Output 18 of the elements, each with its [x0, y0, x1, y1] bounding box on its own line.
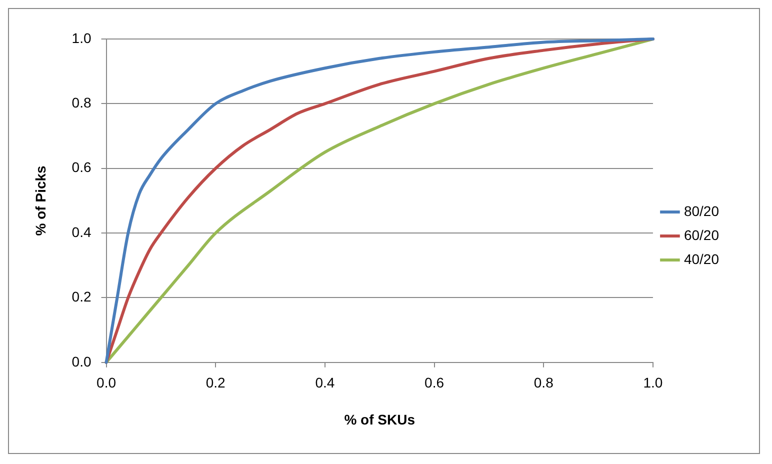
y-axis-title: % of Picks [32, 165, 48, 236]
legend-label: 40/20 [684, 250, 720, 267]
legend-label: 60/20 [684, 226, 720, 243]
x-tick-label: 0.6 [424, 374, 444, 391]
x-tick-label: 0.4 [315, 374, 335, 391]
y-tick-label: 0.4 [72, 224, 92, 240]
y-tick-label: 0.8 [72, 94, 92, 111]
y-tick-label: 0.0 [72, 353, 92, 370]
x-tick-label: 1.0 [643, 374, 663, 391]
line-series [104, 38, 654, 364]
y-tick-label: 0.2 [72, 288, 92, 305]
x-axis-title: % of SKUs [344, 411, 416, 428]
x-tick-label: 0.8 [534, 374, 554, 391]
x-tick-label: 0.2 [206, 374, 226, 391]
x-tick-label: 0.0 [96, 374, 116, 391]
y-tick-label: 0.6 [72, 159, 92, 176]
legend-label: 80/20 [684, 202, 720, 219]
y-tick-label: 1.0 [72, 30, 92, 46]
